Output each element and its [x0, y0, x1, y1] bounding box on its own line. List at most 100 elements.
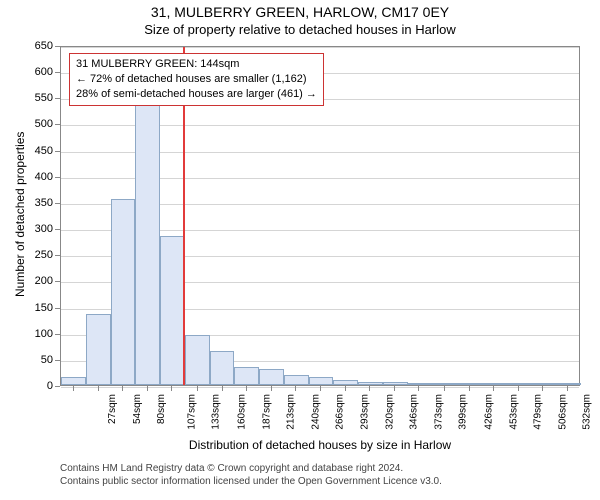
x-tick-mark	[469, 386, 470, 391]
y-axis-label: Number of detached properties	[13, 137, 27, 297]
x-tick-mark	[295, 386, 296, 391]
y-tick-label: 350	[25, 197, 53, 209]
x-tick-mark	[246, 386, 247, 391]
x-tick-label: 373sqm	[434, 394, 445, 430]
x-tick-mark	[73, 386, 74, 391]
x-tick-label: 266sqm	[335, 394, 346, 430]
plot-area: 31 MULBERRY GREEN: 144sqm← 72% of detach…	[60, 46, 580, 386]
y-tick-label: 250	[25, 249, 53, 261]
info-box: 31 MULBERRY GREEN: 144sqm← 72% of detach…	[69, 53, 324, 106]
y-tick-label: 550	[25, 92, 53, 104]
histogram-bar	[482, 383, 507, 385]
x-tick-mark	[518, 386, 519, 391]
x-tick-mark	[369, 386, 370, 391]
chart-subtitle: Size of property relative to detached ho…	[0, 22, 600, 37]
y-tick-label: 50	[25, 354, 53, 366]
y-tick-label: 150	[25, 302, 53, 314]
y-tick-label: 0	[25, 380, 53, 392]
info-box-line2: ← 72% of detached houses are smaller (1,…	[76, 72, 317, 87]
histogram-bar	[284, 375, 309, 385]
x-tick-label: 213sqm	[285, 394, 296, 430]
info-box-line3: 28% of semi-detached houses are larger (…	[76, 87, 317, 102]
x-tick-mark	[567, 386, 568, 391]
y-tick-mark	[55, 334, 60, 335]
histogram-bar	[408, 383, 433, 385]
x-tick-label: 187sqm	[261, 394, 272, 430]
histogram-bar	[61, 377, 86, 385]
y-tick-mark	[55, 360, 60, 361]
y-tick-mark	[55, 229, 60, 230]
x-tick-label: 346sqm	[409, 394, 420, 430]
y-tick-mark	[55, 72, 60, 73]
histogram-bar	[457, 383, 482, 385]
y-tick-mark	[55, 255, 60, 256]
y-tick-mark	[55, 177, 60, 178]
x-tick-mark	[345, 386, 346, 391]
y-tick-label: 450	[25, 145, 53, 157]
x-axis-label: Distribution of detached houses by size …	[60, 438, 580, 452]
y-tick-mark	[55, 281, 60, 282]
info-box-line1: 31 MULBERRY GREEN: 144sqm	[76, 57, 317, 72]
histogram-bar	[111, 199, 136, 385]
x-tick-mark	[444, 386, 445, 391]
x-tick-label: 293sqm	[360, 394, 371, 430]
x-tick-mark	[320, 386, 321, 391]
x-tick-label: 80sqm	[156, 394, 167, 424]
y-tick-mark	[55, 98, 60, 99]
x-tick-mark	[98, 386, 99, 391]
x-tick-label: 479sqm	[532, 394, 543, 430]
y-tick-label: 600	[25, 66, 53, 78]
x-tick-label: 240sqm	[310, 394, 321, 430]
x-tick-label: 506sqm	[557, 394, 568, 430]
y-tick-label: 500	[25, 118, 53, 130]
y-tick-mark	[55, 308, 60, 309]
histogram-bar	[333, 380, 358, 385]
y-tick-mark	[55, 386, 60, 387]
histogram-bar	[309, 377, 334, 385]
histogram-bar	[234, 367, 259, 385]
y-tick-mark	[55, 46, 60, 47]
histogram-bar	[135, 97, 160, 385]
x-tick-mark	[418, 386, 419, 391]
histogram-bar	[383, 382, 408, 385]
histogram-bar	[210, 351, 235, 385]
x-tick-mark	[542, 386, 543, 391]
y-tick-label: 200	[25, 275, 53, 287]
x-tick-label: 27sqm	[107, 394, 118, 424]
footer-line1: Contains HM Land Registry data © Crown c…	[60, 462, 442, 475]
x-tick-label: 426sqm	[483, 394, 494, 430]
x-tick-label: 107sqm	[187, 394, 198, 430]
x-tick-mark	[147, 386, 148, 391]
histogram-bar	[160, 236, 185, 385]
y-tick-label: 400	[25, 171, 53, 183]
y-tick-label: 100	[25, 328, 53, 340]
histogram-bar	[507, 383, 532, 385]
x-tick-mark	[394, 386, 395, 391]
x-tick-label: 160sqm	[236, 394, 247, 430]
x-tick-mark	[122, 386, 123, 391]
x-tick-label: 133sqm	[211, 394, 222, 430]
y-tick-label: 650	[25, 40, 53, 52]
x-tick-mark	[493, 386, 494, 391]
y-gridline	[61, 47, 579, 48]
y-tick-mark	[55, 151, 60, 152]
histogram-bar	[358, 382, 383, 385]
chart-title: 31, MULBERRY GREEN, HARLOW, CM17 0EY	[0, 4, 600, 20]
histogram-bar	[259, 369, 284, 385]
x-tick-mark	[271, 386, 272, 391]
histogram-bar	[531, 383, 556, 385]
footer-line2: Contains public sector information licen…	[60, 475, 442, 488]
footer-text: Contains HM Land Registry data © Crown c…	[60, 462, 442, 488]
x-tick-label: 453sqm	[508, 394, 519, 430]
x-tick-mark	[197, 386, 198, 391]
y-tick-mark	[55, 203, 60, 204]
chart-container: 31, MULBERRY GREEN, HARLOW, CM17 0EY Siz…	[0, 0, 600, 500]
y-tick-label: 300	[25, 223, 53, 235]
x-tick-label: 399sqm	[458, 394, 469, 430]
x-tick-label: 54sqm	[132, 394, 143, 424]
y-tick-mark	[55, 124, 60, 125]
histogram-bar	[86, 314, 111, 385]
x-tick-label: 320sqm	[385, 394, 396, 430]
x-tick-mark	[222, 386, 223, 391]
x-tick-mark	[171, 386, 172, 391]
